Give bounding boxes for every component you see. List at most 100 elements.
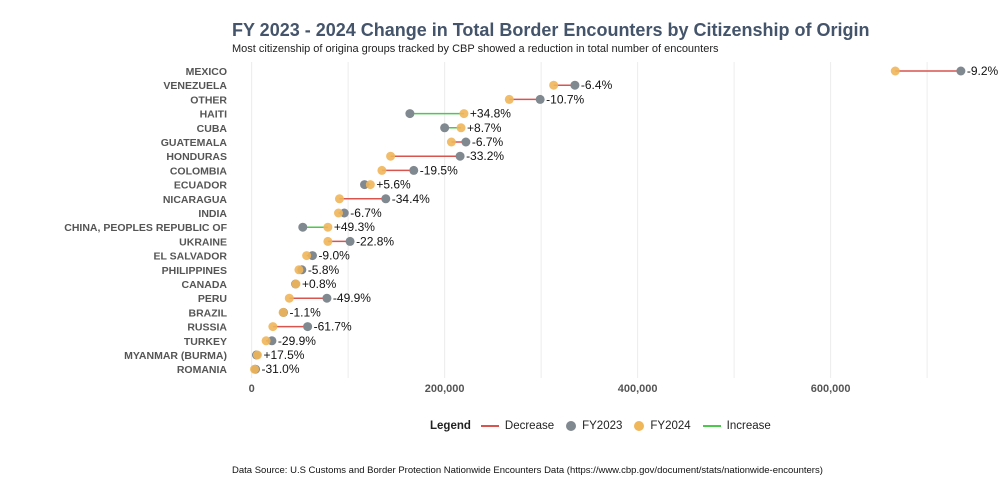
fy2023-point <box>440 123 450 133</box>
fy2023-point <box>956 66 966 76</box>
fy2024-point <box>268 322 278 332</box>
change-percent-label: -49.9% <box>333 291 371 305</box>
y-category-label: EL SALVADOR <box>153 251 227 263</box>
fy2024-point <box>504 94 514 104</box>
y-category-label: HAITI <box>200 109 227 121</box>
y-category-label: NICARAGUA <box>163 194 228 206</box>
legend-decrease-label: Decrease <box>504 420 555 432</box>
fy2024-point <box>291 279 301 289</box>
y-category-label: CHINA, PEOPLES REPUBLIC OF <box>64 222 227 234</box>
legend-fy2023-swatch <box>566 421 577 431</box>
y-category-label: BRAZIL <box>189 307 228 319</box>
change-percent-label: +34.8% <box>470 107 511 121</box>
y-category-label: OTHER <box>190 94 227 106</box>
y-category-label: GUATEMALA <box>161 137 228 149</box>
fy2023-point <box>298 222 308 232</box>
fy2023-point <box>381 194 391 204</box>
fy2024-point <box>284 293 294 303</box>
y-category-label: INDIA <box>198 208 227 220</box>
legend-decrease-swatch <box>480 425 499 427</box>
fy2024-point <box>278 307 288 317</box>
change-percent-label: -19.5% <box>420 163 458 177</box>
legend-fy2024-swatch <box>634 421 645 431</box>
y-category-label: MYANMAR (BURMA) <box>124 350 227 362</box>
chart-title: FY 2023 - 2024 Change in Total Border En… <box>232 20 870 40</box>
x-tick-label: 400,000 <box>618 383 658 395</box>
change-percent-label: -33.2% <box>466 149 504 163</box>
fy2024-point <box>386 151 396 161</box>
fy2024-point <box>294 265 304 275</box>
y-category-label: RUSSIA <box>187 322 227 334</box>
fy2024-point <box>333 208 343 218</box>
y-category-label: ECUADOR <box>174 180 228 192</box>
y-category-label: MEXICO <box>186 66 227 78</box>
fy2024-point <box>890 66 900 76</box>
chart-subtitle: Most citizenship of origina groups track… <box>232 43 719 55</box>
legend-title: Legend <box>430 420 471 432</box>
y-category-label: CUBA <box>197 123 228 135</box>
change-percent-label: -31.0% <box>262 362 300 376</box>
fy2024-point <box>365 180 375 190</box>
change-percent-label: -9.2% <box>967 64 999 78</box>
change-percent-label: -1.1% <box>289 305 321 319</box>
y-category-label: CANADA <box>182 279 228 291</box>
legend-fy2024-label: FY2024 <box>650 420 691 432</box>
fy2024-point <box>334 194 344 204</box>
fy2024-point <box>302 251 312 261</box>
fy2024-point <box>456 123 466 133</box>
change-percent-label: -22.8% <box>356 234 394 248</box>
y-category-label: PERU <box>198 293 227 305</box>
fy2024-point <box>252 350 262 360</box>
fy2024-point <box>459 109 469 119</box>
fy2023-point <box>322 293 332 303</box>
y-category-label: ROMANIA <box>177 364 228 376</box>
legend-fy2023-label: FY2023 <box>582 420 623 432</box>
legend-item-fy2023: FY2023 <box>566 420 622 432</box>
y-category-label: UKRAINE <box>179 236 227 248</box>
y-category-label: COLOMBIA <box>170 165 228 177</box>
fy2024-point <box>377 165 387 175</box>
legend: Legend Decrease FY2023 FY2024 Increase <box>430 420 783 432</box>
change-percent-label: -6.7% <box>472 135 504 149</box>
fy2024-point <box>323 222 333 232</box>
change-percent-label: +0.8% <box>302 277 337 291</box>
x-tick-label: 600,000 <box>811 383 851 395</box>
y-category-label: VENEZUELA <box>163 80 227 92</box>
change-percent-label: -6.7% <box>350 206 382 220</box>
fy2023-point <box>535 94 545 104</box>
legend-item-increase: Increase <box>702 420 771 432</box>
fy2023-point <box>461 137 471 147</box>
y-category-label: PHILIPPINES <box>162 265 227 277</box>
change-percent-label: +17.5% <box>263 348 304 362</box>
fy2024-point <box>250 364 260 374</box>
y-category-label: TURKEY <box>184 336 227 348</box>
x-tick-label: 200,000 <box>425 383 465 395</box>
change-percent-label: -9.0% <box>318 249 350 263</box>
fy2023-point <box>409 165 419 175</box>
legend-increase-label: Increase <box>726 420 771 432</box>
fy2024-point <box>446 137 456 147</box>
change-percent-label: -61.7% <box>314 320 352 334</box>
fy2024-point <box>323 236 333 246</box>
x-tick-label: 0 <box>249 383 255 395</box>
fy2023-point <box>303 322 313 332</box>
fy2024-point <box>261 336 271 346</box>
change-percent-label: -6.4% <box>581 78 613 92</box>
change-percent-label: +49.3% <box>334 220 375 234</box>
y-category-label: HONDURAS <box>166 151 227 163</box>
legend-item-decrease: Decrease <box>480 420 555 432</box>
change-percent-label: +5.6% <box>376 178 411 192</box>
change-percent-label: -29.9% <box>278 334 316 348</box>
change-percent-label: -10.7% <box>546 92 584 106</box>
fy2024-point <box>549 80 559 90</box>
legend-increase-swatch <box>702 425 721 427</box>
legend-item-fy2024: FY2024 <box>634 420 691 432</box>
fy2023-point <box>455 151 465 161</box>
fy2023-point <box>345 236 355 246</box>
dumbbell-chart: 0 200,000 400,000 600,000 MEXICO -9.2% VENEZUE… <box>64 62 999 395</box>
data-source-note: Data Source: U.S Customs and Border Prot… <box>232 465 823 476</box>
change-percent-label: -34.4% <box>392 192 430 206</box>
fy2023-point <box>405 109 415 119</box>
change-percent-label: +8.7% <box>467 121 502 135</box>
fy2023-point <box>570 80 580 90</box>
